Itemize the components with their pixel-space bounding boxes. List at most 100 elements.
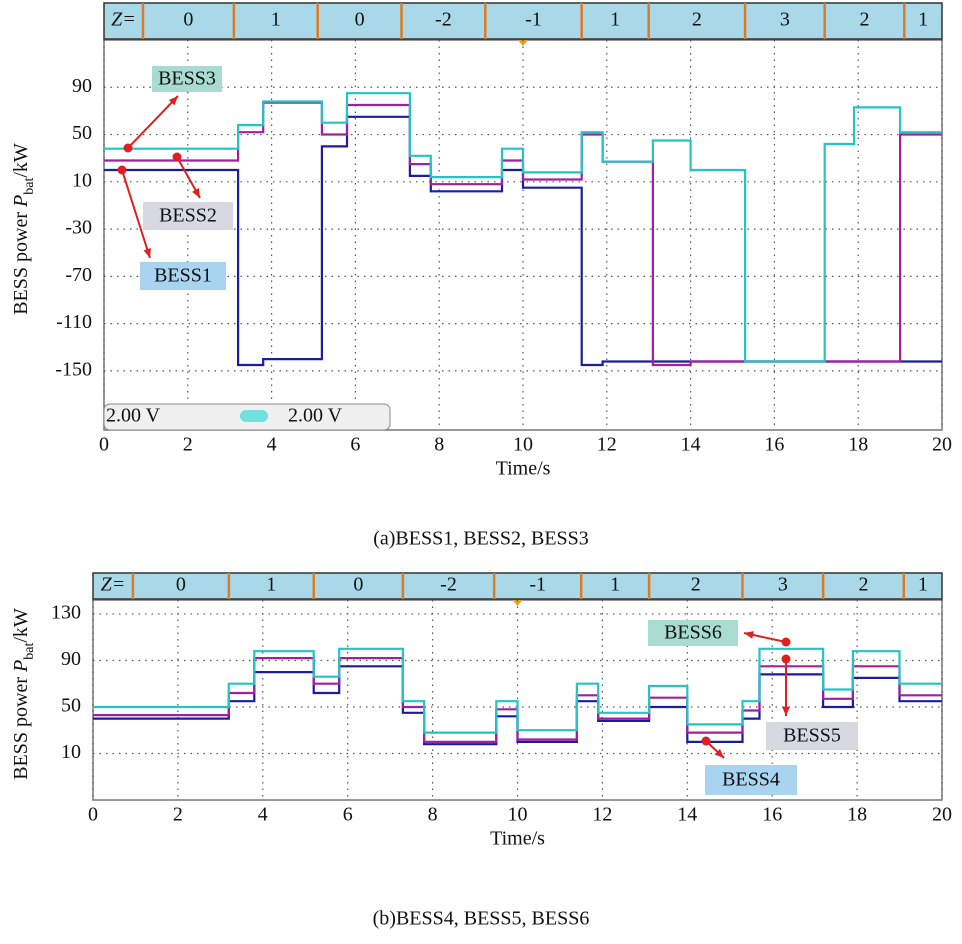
arrow-head: [714, 748, 724, 758]
z-value: -2: [440, 574, 457, 596]
y-tick-label: 10: [72, 169, 92, 191]
x-tick-label: 14: [681, 434, 701, 456]
annotation-box: [152, 66, 222, 92]
y-tick-label: 50: [72, 122, 92, 144]
annotation-box: [705, 765, 797, 795]
z-bar: [103, 2, 943, 40]
z-value: 0: [353, 574, 363, 596]
annotation-label: BESS4: [722, 769, 780, 791]
y-axis-label-part: bat: [22, 643, 37, 660]
annotation-box: [766, 722, 858, 750]
x-tick-label: 10: [508, 804, 528, 826]
y-tick-label: 50: [61, 695, 81, 717]
x-tick-label: 2: [173, 804, 183, 826]
x-tick-label: 4: [258, 804, 268, 826]
x-tick-label: 18: [847, 804, 867, 826]
z-value: -2: [435, 9, 452, 31]
z-value: 0: [176, 574, 186, 596]
channel-badge: [240, 410, 268, 422]
x-tick-label: 20: [932, 434, 952, 456]
annotation-arrow: [127, 95, 179, 149]
annotation-label: BESS5: [783, 725, 841, 747]
x-tick-label: 0: [88, 804, 98, 826]
z-value: 1: [610, 9, 620, 31]
z-value: 1: [918, 574, 928, 596]
x-tick-label: 16: [764, 434, 784, 456]
z-value: 1: [610, 574, 620, 596]
annotation-dot: [117, 165, 127, 175]
x-axis-label: Time/s: [496, 458, 551, 480]
x-tick-label: 12: [592, 804, 612, 826]
z-value: 3: [778, 574, 788, 596]
x-axis-label: Time/s: [490, 828, 545, 850]
x-tick-label: 14: [677, 804, 697, 826]
x-tick-label: 20: [932, 804, 952, 826]
x-tick-label: 4: [267, 434, 277, 456]
z-label: Z=: [111, 9, 136, 31]
annotation-dot: [123, 143, 133, 153]
arrow-head: [143, 248, 151, 258]
y-axis-label-part: bat: [22, 178, 37, 195]
arrow-head: [782, 706, 790, 716]
z-value: 2: [692, 9, 702, 31]
y-axis-label-part: /kW: [10, 608, 32, 643]
z-value: 0: [183, 9, 193, 31]
y-axis-label-part: BESS power: [10, 672, 32, 780]
y-tick-label: 10: [61, 741, 81, 763]
x-tick-label: 18: [848, 434, 868, 456]
y-tick-label: -150: [55, 359, 92, 381]
z-value: 1: [266, 574, 276, 596]
y-tick-label: 90: [72, 75, 92, 97]
y-tick-label: -30: [65, 217, 92, 239]
arrow-head: [168, 96, 178, 106]
trigger-marker: [518, 40, 528, 46]
annotation-dot: [781, 637, 791, 647]
z-value: 3: [780, 9, 790, 31]
series-line: [93, 647, 942, 734]
x-tick-label: 6: [343, 804, 353, 826]
annotation-arrow: [121, 169, 151, 259]
x-tick-label: 0: [99, 434, 109, 456]
y-tick-label: -110: [56, 311, 92, 333]
annotation-box: [143, 202, 233, 230]
x-tick-label: 6: [350, 434, 360, 456]
z-bar: [92, 572, 943, 600]
x-tick-label: 8: [428, 804, 438, 826]
y-tick-label: 130: [51, 602, 81, 624]
y-axis-label-part: P: [10, 195, 32, 208]
series-line: [104, 92, 942, 363]
x-tick-label: 2: [183, 434, 193, 456]
channel-label: 2.00 V: [106, 405, 161, 427]
annotation-dot: [781, 654, 791, 664]
z-value: -1: [525, 9, 542, 31]
z-value: 2: [859, 9, 869, 31]
annotation-label: BESS6: [664, 622, 722, 644]
z-value: 1: [918, 9, 928, 31]
x-tick-label: 12: [597, 434, 617, 456]
trigger-marker: [512, 600, 523, 606]
x-tick-label: 10: [513, 434, 533, 456]
annotation-box: [648, 620, 738, 646]
annotation-label: BESS3: [158, 68, 216, 90]
caption: (a)BESS1, BESS2, BESS3: [373, 528, 589, 550]
z-label: Z=: [101, 574, 126, 596]
y-axis-label: BESS power Pbat/kW: [10, 143, 37, 315]
z-value: 2: [691, 574, 701, 596]
annotation-box: [140, 262, 226, 290]
y-tick-label: -70: [65, 264, 92, 286]
z-value: 1: [271, 9, 281, 31]
arrow-head: [744, 631, 754, 639]
z-value: 2: [858, 574, 868, 596]
y-axis-label-part: /kW: [10, 143, 32, 178]
y-axis-label: BESS power Pbat/kW: [10, 608, 37, 780]
annotation-dot: [701, 736, 711, 746]
x-tick-label: 16: [762, 804, 782, 826]
annotation-dot: [172, 152, 182, 162]
x-tick-label: 8: [434, 434, 444, 456]
z-value: 0: [355, 9, 365, 31]
channel-label: 2.00 V: [288, 405, 343, 427]
annotation-label: BESS2: [159, 205, 217, 227]
y-axis-label-part: BESS power: [10, 207, 32, 315]
